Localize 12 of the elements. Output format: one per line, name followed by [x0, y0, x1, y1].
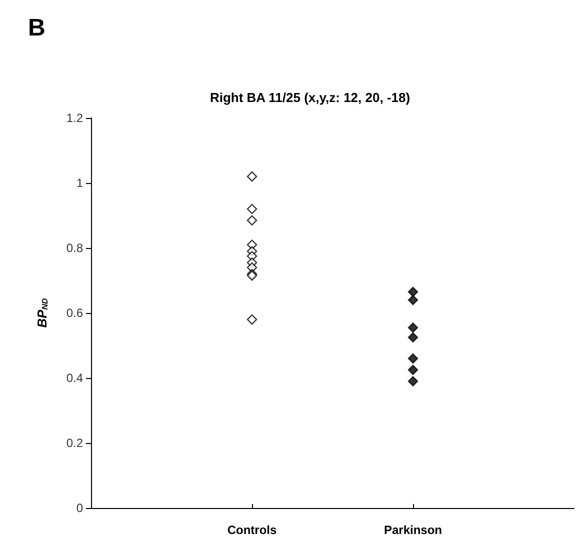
y-tick-label: 0.8	[66, 241, 84, 255]
y-tick-label: 0.2	[66, 436, 84, 450]
chart-title: Right BA 11/25 (x,y,z: 12, 20, -18)	[210, 90, 410, 105]
y-axis-title: BPND	[34, 298, 50, 328]
y-tick-label: 1.2	[66, 111, 84, 125]
text: B	[28, 14, 46, 42]
x-tick-label: Controls	[227, 523, 277, 537]
y-tick-label: 1	[76, 176, 84, 190]
y-tick-label: 0.6	[66, 306, 84, 320]
y-tick-label: 0	[76, 501, 84, 515]
y-tick-label: 0.4	[66, 371, 84, 385]
x-tick-label: Parkinson	[384, 523, 442, 537]
